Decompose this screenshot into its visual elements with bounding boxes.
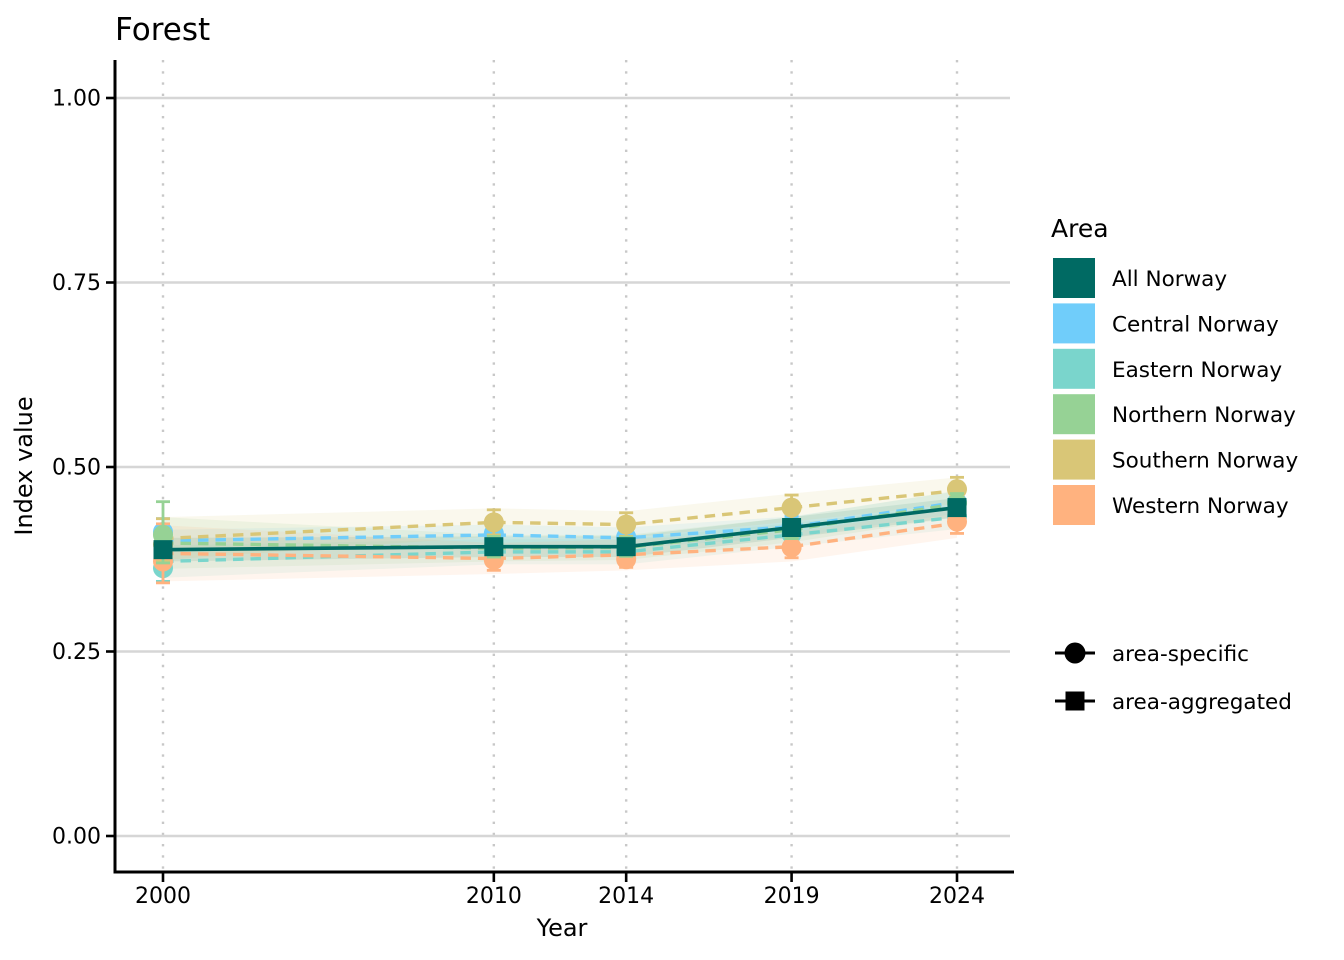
area-specific-point [616,514,637,535]
legend-swatch [1053,394,1095,435]
y-tick-label: 0.25 [52,640,101,665]
legend-entry-label: Central Norway [1112,312,1279,337]
legend-entry-area-aggregated: area-aggregated [1055,690,1292,715]
gridlines-layer [115,60,1010,872]
y-tick-label: 0.00 [52,825,101,850]
legend-entry-label: Southern Norway [1112,449,1298,474]
legend-entry: All Norway [1053,258,1227,298]
circle-marker-icon [1064,642,1086,664]
legend-entry-label: All Norway [1112,267,1227,292]
legend-shape-label: area-aggregated [1112,690,1292,715]
all-norway-square-marker [484,537,504,557]
confidence-ribbon [163,477,957,560]
legend-entry: Eastern Norway [1053,348,1282,389]
legend-entry: Central Norway [1053,303,1279,344]
all-norway-square-marker [947,498,967,518]
area-specific-point [483,512,504,533]
legend-entry: Western Norway [1053,485,1289,525]
axes-layer [106,60,1014,882]
y-tick-label: 0.75 [52,271,101,296]
x-tick-label: 2014 [598,884,654,909]
y-tick-label: 0.50 [52,456,101,481]
tick-labels-layer: 0.00 0.25 0.50 0.75 1.00 2000 2010 2014 2019 2024 [52,87,985,910]
x-tick-label: 2010 [466,884,522,909]
x-tick-label: 2000 [135,884,191,909]
area-specific-point [781,497,802,518]
legend-area-title: Area [1051,214,1109,243]
legend-entry-label: Eastern Norway [1112,358,1282,383]
all-norway-line-layer [153,498,967,560]
x-tick-label: 2019 [764,884,820,909]
legend-area: Area All Norway Central Norway Eastern Nor… [1051,214,1298,525]
area-specific-point [781,537,802,558]
confidence-ribbon [163,505,957,578]
x-axis-label: Year [536,914,588,942]
confidence-ribbon [163,508,957,582]
legend-shape-label: area-specific [1112,642,1249,667]
square-marker-icon [1065,691,1085,711]
confidence-ribbons-layer [163,477,957,582]
y-tick-label: 1.00 [52,87,101,112]
legend-entry: Northern Norway [1053,394,1296,435]
all-norway-square-marker [782,518,802,538]
x-tick-label: 2024 [929,884,985,909]
legend-swatch [1053,348,1095,389]
legend-entry-area-specific: area-specific [1055,642,1249,667]
legend-swatch [1053,439,1095,480]
all-norway-square-marker [153,540,173,560]
legend-entry: Southern Norway [1053,439,1298,480]
legend-entry-label: Western Norway [1112,494,1289,519]
area-specific-point [153,524,173,545]
legend-swatch [1053,485,1095,525]
legend-swatch [1053,303,1095,344]
legend-entry-label: Northern Norway [1112,403,1296,428]
legend-shapes: area-specific area-aggregated [1055,642,1292,715]
legend-swatch [1053,258,1095,298]
legend-area-entries: All Norway Central Norway Eastern Norway No… [1053,258,1298,525]
all-norway-square-marker [616,537,636,557]
chart-title: Forest [115,12,210,48]
y-axis-label: Index value [10,396,38,535]
